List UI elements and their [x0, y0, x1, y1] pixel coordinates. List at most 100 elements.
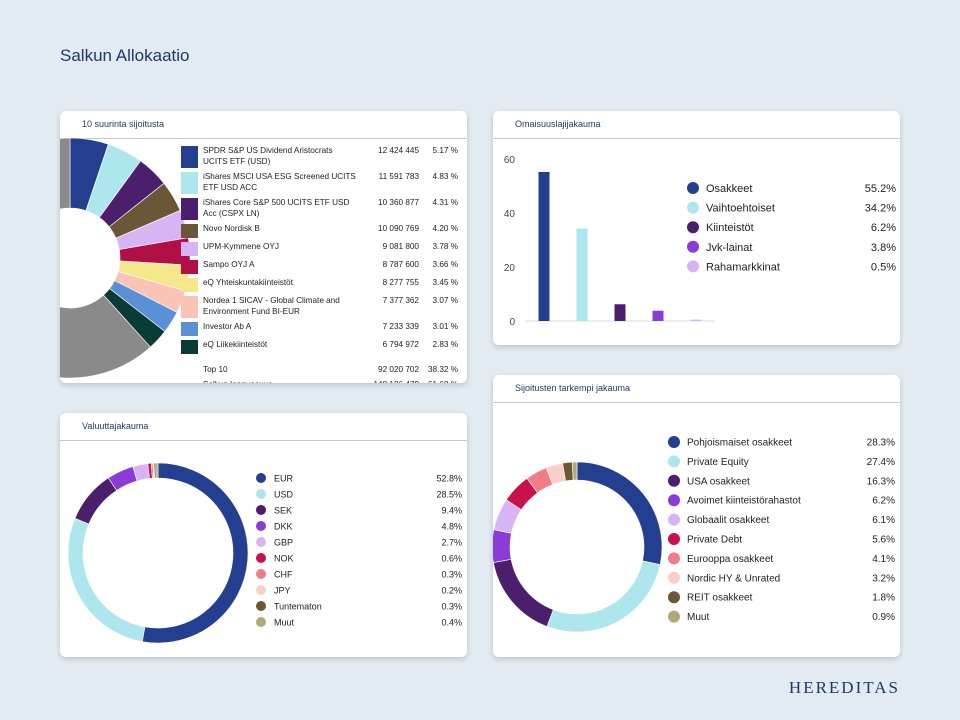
top10-value-0: 12 424 445 [378, 146, 419, 155]
detail-legend-value-4: 6.1% [872, 515, 895, 526]
top10-pct-3: 4.20 % [433, 224, 459, 233]
top10-swatch-6 [181, 278, 198, 292]
top10-swatch-0 [181, 146, 198, 168]
currency-legend-value-3: 4.8% [441, 522, 462, 532]
detail-legend-dot-7 [668, 571, 680, 584]
detail-legend-dot-1 [668, 455, 680, 468]
asset-legend-label-1: Vaihtoehtoiset [706, 203, 775, 215]
top10-value-5: 8 787 600 [383, 260, 420, 269]
asset-ytick-1: 20 [504, 263, 516, 274]
asset-legend-value-3: 3.8% [871, 242, 896, 254]
asset-legend-value-1: 34.2% [865, 203, 896, 215]
currency-legend-label-1: USD [274, 490, 294, 500]
detail-legend-value-9: 0.9% [872, 612, 895, 623]
page-title: Salkun Allokaatio [60, 46, 190, 65]
detail-legend-value-5: 5.6% [872, 535, 895, 546]
top10-value-7: 7 377 362 [383, 296, 420, 305]
asset-ytick-2: 40 [504, 209, 516, 220]
currency-legend-label-8: Tuntematon [274, 602, 322, 612]
currency-legend-label-9: Muut [274, 618, 295, 628]
asset-legend-label-0: Osakkeet [706, 183, 752, 195]
detail-legend-dot-6 [668, 552, 680, 565]
detail-legend-label-1: Private Equity [687, 457, 749, 468]
detail-legend-value-3: 6.2% [872, 496, 895, 507]
currency-legend-label-3: DKK [274, 522, 293, 532]
currency-slice-2 [74, 477, 118, 525]
top10-name-7-1: Environment Fund BI-EUR [203, 307, 300, 316]
detail-legend-value-8: 1.8% [872, 593, 895, 604]
detail-legend-value-0: 28.3% [867, 438, 895, 449]
asset-bar-4 [690, 319, 702, 321]
top10-value-4: 9 081 800 [383, 242, 420, 251]
detail-legend-value-1: 27.4% [867, 457, 895, 468]
top10-swatch-9 [181, 340, 198, 354]
asset-bar-2 [614, 304, 626, 321]
detail-legend-dot-9 [668, 610, 680, 623]
detail-slice-0 [576, 461, 663, 566]
top10-chart: SPDR S&P US Dividend Aristocrats UCITS ET… [60, 138, 459, 383]
top10-total-label-1: Salkun loppuosuus [203, 380, 272, 383]
top10-divider [60, 138, 467, 139]
currency-legend-dot-1 [256, 489, 266, 499]
currency-legend-dot-5 [256, 553, 266, 563]
asset-legend-label-4: Rahamarkkinat [706, 261, 780, 273]
asset-legend-dot-3 [687, 240, 699, 253]
currency-legend-dot-2 [256, 505, 266, 515]
top10-name-9-0: eQ Liikekiinteistöt [203, 340, 268, 349]
top10-pct-5: 3.66 % [433, 260, 459, 269]
top10-name-7-0: Nordea 1 SICAV - Global Climate and [203, 296, 340, 305]
currency-legend-value-7: 0.2% [441, 586, 462, 596]
asset-legend-dot-1 [687, 201, 699, 214]
top10-pct-2: 4.31 % [433, 198, 459, 207]
currency-legend-dot-9 [256, 617, 266, 627]
top10-swatch-1 [181, 172, 198, 194]
top10-name-1-0: iShares MSCI USA ESG Screened UCITS [203, 172, 356, 181]
detail-legend-dot-4 [668, 513, 680, 526]
detail-legend-label-4: Globaalit osakkeet [687, 515, 769, 526]
asset-legend-value-4: 0.5% [871, 261, 896, 273]
top10-name-4-0: UPM-Kymmene OYJ [203, 242, 279, 251]
detail-legend-dot-8 [668, 591, 680, 604]
currency-legend-label-4: GBP [274, 538, 293, 548]
top10-value-6: 8 277 755 [383, 278, 420, 287]
detail-legend-label-5: Private Debt [687, 535, 742, 546]
currency-title: Valuuttajakauma [82, 421, 149, 431]
top10-pct-7: 3.07 % [433, 296, 459, 305]
top10-pct-1: 4.83 % [433, 172, 459, 181]
detail-legend-value-2: 16.3% [867, 476, 895, 487]
detail-legend-label-6: Eurooppa osakkeet [687, 554, 773, 565]
detail-legend-label-2: USA osakkeet [687, 476, 750, 487]
currency-legend-dot-6 [256, 569, 266, 579]
detail-legend-dot-5 [668, 533, 680, 545]
detail-slice-2 [493, 558, 554, 627]
top10-total-label-0: Top 10 [203, 365, 228, 374]
detail-slice-3 [493, 529, 512, 563]
asset-divider [493, 138, 900, 139]
detail-card: Sijoitusten tarkempi jakauma Pohjoismais… [493, 375, 900, 657]
top10-swatch-2 [181, 198, 198, 220]
top10-total-pct-1: 61.68 % [428, 380, 458, 383]
top10-swatch-5 [181, 260, 198, 274]
top10-slice-10 [60, 138, 151, 379]
top10-name-6-0: eQ Yhteiskuntakiinteistöt [203, 278, 294, 287]
currency-legend-value-0: 52.8% [436, 474, 462, 484]
detail-legend-label-7: Nordic HY & Unrated [687, 573, 780, 584]
currency-legend-label-5: NOK [274, 554, 294, 564]
asset-legend-dot-4 [687, 260, 699, 273]
detail-legend-dot-3 [668, 494, 680, 507]
asset-bar-3 [652, 310, 664, 321]
detail-legend-value-7: 3.2% [872, 573, 895, 584]
currency-legend-value-6: 0.3% [441, 570, 462, 580]
top10-pct-0: 5.17 % [433, 146, 459, 155]
top10-name-2-0: iShares Core S&P 500 UCITS ETF USD [203, 198, 349, 207]
currency-divider [60, 440, 467, 441]
top10-name-5-0: Sampo OYJ A [203, 260, 255, 269]
top10-name-8-0: Investor Ab A [203, 322, 252, 331]
top10-name-0-0: SPDR S&P US Dividend Aristocrats [203, 146, 333, 155]
currency-legend-label-7: JPY [274, 586, 291, 596]
asset-title: Omaisuuslajijakauma [515, 119, 601, 129]
currency-legend-dot-7 [256, 585, 266, 595]
detail-legend-label-3: Avoimet kiinteistörahastot [687, 496, 801, 507]
detail-legend-dot-0 [668, 436, 680, 448]
currency-legend-dot-0 [256, 473, 266, 483]
